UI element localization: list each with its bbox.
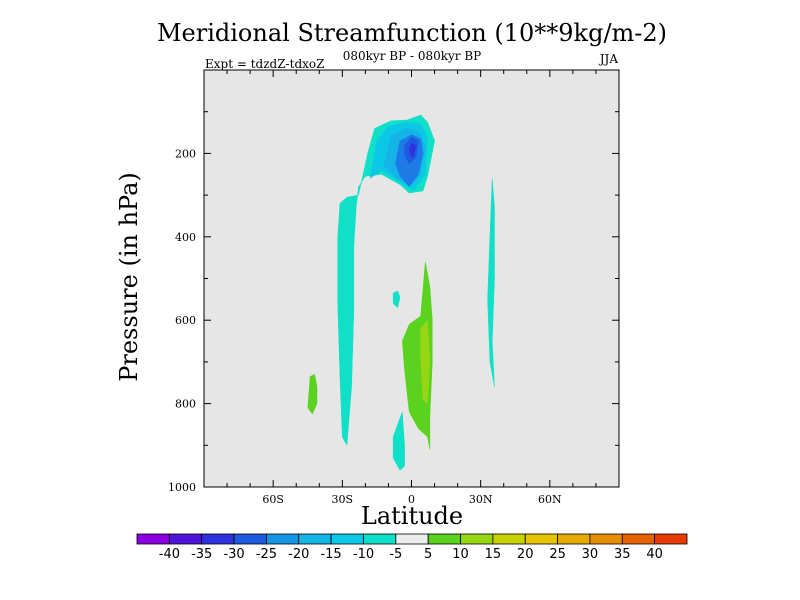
y-tick-label-1: 400: [175, 231, 196, 244]
colorbar-swatch-10: [460, 533, 494, 545]
colorbar-label-12: 25: [549, 547, 566, 562]
x-tick-label-0: 60S: [262, 493, 284, 506]
y-tick-label-2: 600: [175, 314, 196, 327]
colorbar-swatch-0: [136, 533, 170, 545]
x-tick-label-1: 30S: [332, 493, 354, 506]
season-label: JJA: [598, 52, 619, 66]
colorbar-swatch-8: [395, 533, 429, 545]
contour-region-11: [420, 319, 431, 405]
y-axis-ticks: 200 400 600 800 1000: [168, 111, 619, 494]
colorbar-label-15: 40: [646, 547, 663, 562]
chart-title: Meridional Streamfunction (10**9kg/m-2): [157, 19, 667, 47]
colorbar-swatch-15: [621, 533, 656, 545]
x-tick-label-4: 60N: [538, 493, 562, 506]
colorbar-label-10: 15: [485, 547, 502, 562]
colorbar-label-6: -10: [353, 547, 374, 562]
colorbar-label-1: -35: [191, 547, 212, 562]
colorbar-swatch-9: [427, 533, 461, 545]
colorbar-swatch-6: [330, 533, 364, 545]
colorbar-swatch-4: [266, 533, 300, 545]
colorbar-swatch-14: [589, 533, 623, 545]
colorbar-swatch-13: [557, 533, 591, 545]
y-tick-label-0: 200: [175, 147, 196, 160]
colorbar-labels: -40 -35 -30 -25 -20 -15 -10 -5 5 10 15 20 25 30 35 40: [159, 547, 663, 562]
contour-regions: [307, 114, 495, 471]
colorbar-label-11: 20: [517, 547, 534, 562]
y-tick-label-4: 1000: [168, 481, 196, 494]
contour-region-10: [402, 261, 433, 450]
chart-subtitle: 080kyr BP - 080kyr BP: [343, 49, 481, 63]
contour-region-9: [307, 374, 318, 415]
contour-region-8: [487, 178, 495, 387]
x-axis-label: Latitude: [361, 502, 463, 530]
contour-region-7: [392, 411, 405, 471]
x-tick-label-2: 0: [408, 493, 415, 506]
colorbar-label-5: -15: [320, 547, 341, 562]
colorbar-label-13: 30: [582, 547, 599, 562]
x-tick-label-3: 30N: [469, 493, 493, 506]
colorbar-swatch-12: [524, 533, 558, 545]
colorbar-swatch-1: [168, 533, 203, 545]
colorbar-swatch-7: [363, 533, 397, 545]
x-axis-ticks: 60S 30S 0 30N 60N: [226, 70, 597, 506]
contour-region-6: [392, 290, 401, 309]
colorbar-label-7: -5: [389, 547, 402, 562]
experiment-label: Expt = tdzdZ-tdxoZ: [205, 57, 324, 71]
colorbar-swatch-3: [233, 533, 267, 545]
colorbar-swatch-11: [492, 533, 526, 545]
colorbar-swatch-2: [201, 533, 235, 545]
colorbar-label-8: 5: [424, 547, 432, 562]
colorbar-swatch-5: [298, 533, 332, 545]
colorbar-label-3: -25: [256, 547, 277, 562]
colorbar-label-2: -30: [223, 547, 244, 562]
colorbar-swatch-16: [654, 533, 688, 545]
y-axis-label: Pressure (in hPa): [115, 172, 143, 382]
contour-region-5: [408, 142, 417, 159]
colorbar-label-0: -40: [159, 547, 180, 562]
y-tick-label-3: 800: [175, 398, 196, 411]
colorbar-label-4: -20: [288, 547, 309, 562]
colorbar-label-14: 35: [614, 547, 631, 562]
colorbar-label-9: 10: [452, 547, 469, 562]
colorbar: [136, 533, 688, 545]
